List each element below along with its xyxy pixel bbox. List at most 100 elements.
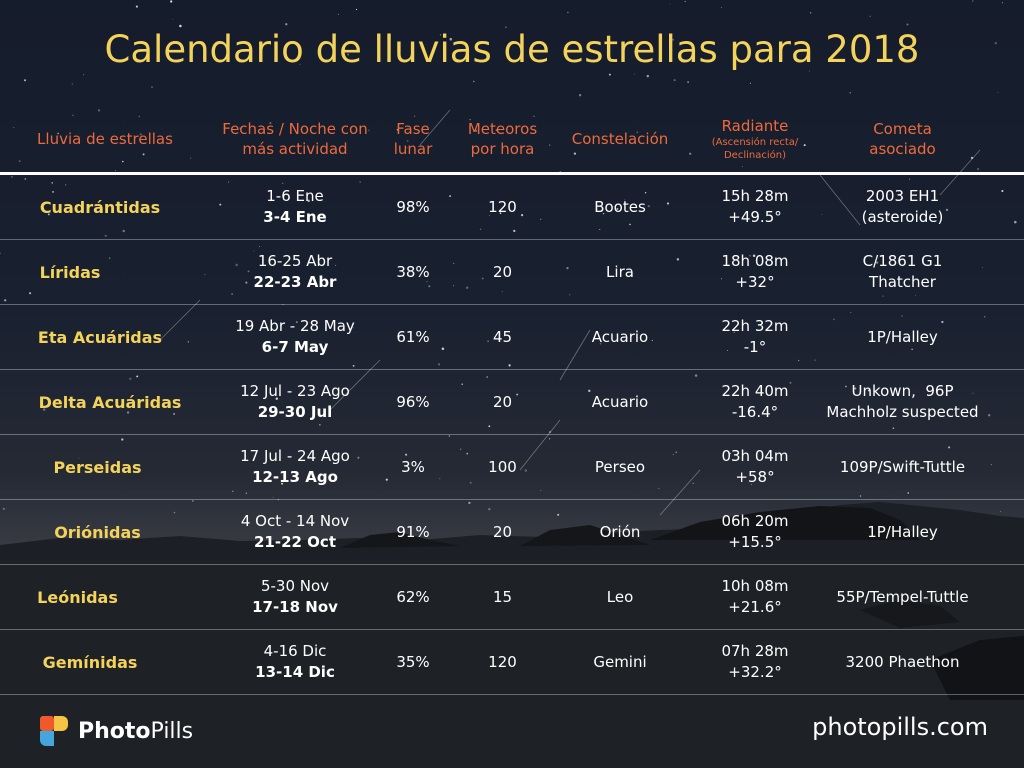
star (720, 278, 722, 280)
website-link[interactable]: photopills.com (812, 713, 988, 741)
star (520, 213, 524, 217)
star (138, 115, 141, 118)
meteor-streak (819, 174, 861, 226)
radiant-cell: 22h 32m -1° (695, 305, 815, 369)
comet-line2: Machholz suspected (826, 403, 979, 421)
star (245, 492, 247, 494)
star (204, 273, 206, 276)
star (524, 469, 528, 472)
star (499, 212, 502, 215)
star (687, 81, 689, 83)
right-ascension: 03h 04m (721, 447, 789, 465)
star (887, 214, 890, 217)
star (516, 393, 519, 396)
star (814, 359, 816, 361)
comet-cell: 3200 Phaethon (820, 630, 985, 694)
star (232, 490, 234, 493)
header-constellation: Constelación (555, 110, 685, 168)
meteors-per-hour: 100 (488, 457, 517, 476)
star (52, 191, 54, 193)
star (548, 430, 552, 434)
star (616, 207, 619, 210)
star (64, 184, 67, 186)
table-row: Cuadrántidas 1-6 Ene 3-4 Ene 98% 120 Boo… (0, 175, 1024, 240)
star (295, 321, 298, 323)
header-comet-line2: asociado (869, 140, 936, 158)
star (83, 74, 85, 76)
star (239, 127, 241, 129)
star (121, 438, 124, 441)
star (335, 264, 337, 266)
moon-phase: 3% (401, 457, 425, 476)
star (906, 23, 909, 26)
star (449, 195, 451, 197)
table-header: Lluvia de estrellas Fechas / Noche con m… (0, 110, 1024, 168)
star (301, 518, 302, 520)
star (285, 23, 288, 26)
star (359, 181, 361, 183)
star (122, 229, 125, 233)
comet-cell: 109P/Swift-Tuttle (820, 435, 985, 499)
photopills-logo[interactable]: PhotoPills (40, 716, 193, 746)
comet-line1: 3200 Phaethon (845, 652, 960, 671)
star (599, 342, 602, 345)
star (352, 327, 354, 329)
star (466, 452, 469, 455)
star (269, 122, 272, 125)
table-row: Oriónidas 4 Oct - 14 Nov 21-22 Oct 91% 2… (0, 500, 1024, 565)
declination: +32° (735, 273, 775, 291)
dates-cell: 5-30 Nov 17-18 Nov (210, 565, 380, 629)
star (624, 199, 626, 201)
header-comet: Cometa asociado (820, 110, 985, 168)
star (750, 484, 752, 485)
radiant-cell: 22h 40m -16.4° (695, 370, 815, 434)
constellation: Gemini (593, 652, 647, 671)
star (243, 458, 246, 461)
star (18, 160, 21, 163)
star (253, 250, 255, 252)
star (669, 3, 671, 5)
dates-cell: 16-25 Abr 22-23 Abr (210, 240, 380, 304)
star (469, 481, 472, 484)
declination: +58° (735, 468, 775, 486)
star (987, 414, 991, 417)
dates-cell: 4 Oct - 14 Nov 21-22 Oct (210, 500, 380, 564)
star (282, 182, 284, 185)
star (911, 348, 913, 351)
star (915, 295, 917, 297)
dates-cell: 17 Jul - 24 Ago 12-13 Ago (210, 435, 380, 499)
header-dates-line2: más actividad (242, 140, 348, 158)
star (945, 208, 949, 212)
star (42, 408, 46, 411)
star (489, 215, 490, 217)
star (47, 213, 50, 216)
star (406, 139, 409, 142)
declination: +49.5° (728, 208, 782, 226)
moon-phase: 38% (396, 262, 430, 281)
star (78, 457, 80, 459)
star (508, 364, 511, 367)
star (142, 153, 145, 156)
star (396, 129, 399, 131)
radiant-cell: 03h 04m +58° (695, 435, 815, 499)
star (676, 258, 680, 261)
star (566, 267, 569, 270)
comet-cell: Unkown, 96P Machholz suspected (810, 370, 995, 434)
moon-phase: 91% (396, 522, 430, 541)
star (281, 482, 284, 485)
star (441, 347, 445, 350)
meteor-streak (419, 109, 451, 146)
radiant-cell: 18h 08m +32° (695, 240, 815, 304)
radiant-cell: 10h 08m +21.6° (695, 565, 815, 629)
star (114, 170, 116, 172)
declination: -16.4° (731, 403, 779, 421)
star (71, 83, 73, 85)
star (821, 213, 823, 215)
date-range: 1-6 Ene (266, 187, 324, 205)
star (319, 423, 321, 426)
star (486, 376, 488, 378)
right-ascension: 22h 32m (721, 317, 789, 335)
star (869, 461, 872, 464)
peak-night: 3-4 Ene (263, 208, 327, 226)
